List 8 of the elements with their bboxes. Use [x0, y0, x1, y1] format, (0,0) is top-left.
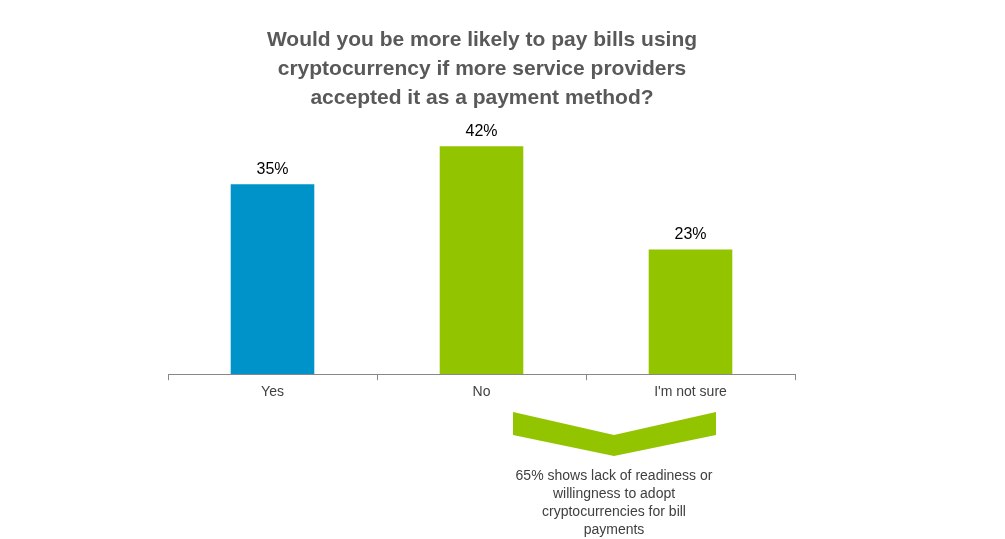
- x-tick-label: Yes: [261, 383, 284, 400]
- data-label: 23%: [674, 224, 707, 242]
- data-label: 42%: [465, 121, 498, 139]
- data-label: 35%: [256, 159, 289, 177]
- x-tick-label: No: [472, 383, 491, 400]
- x-tick-label: I'm not sure: [654, 383, 728, 400]
- text: 65% shows lack of readiness or willingness to adopt cryptocurrencies for bill payments: [514, 466, 714, 538]
- chart-title: Would you be more likely to pay bills using cryptocurrency if more service providers accepted it as a payment method?: [265, 26, 699, 110]
